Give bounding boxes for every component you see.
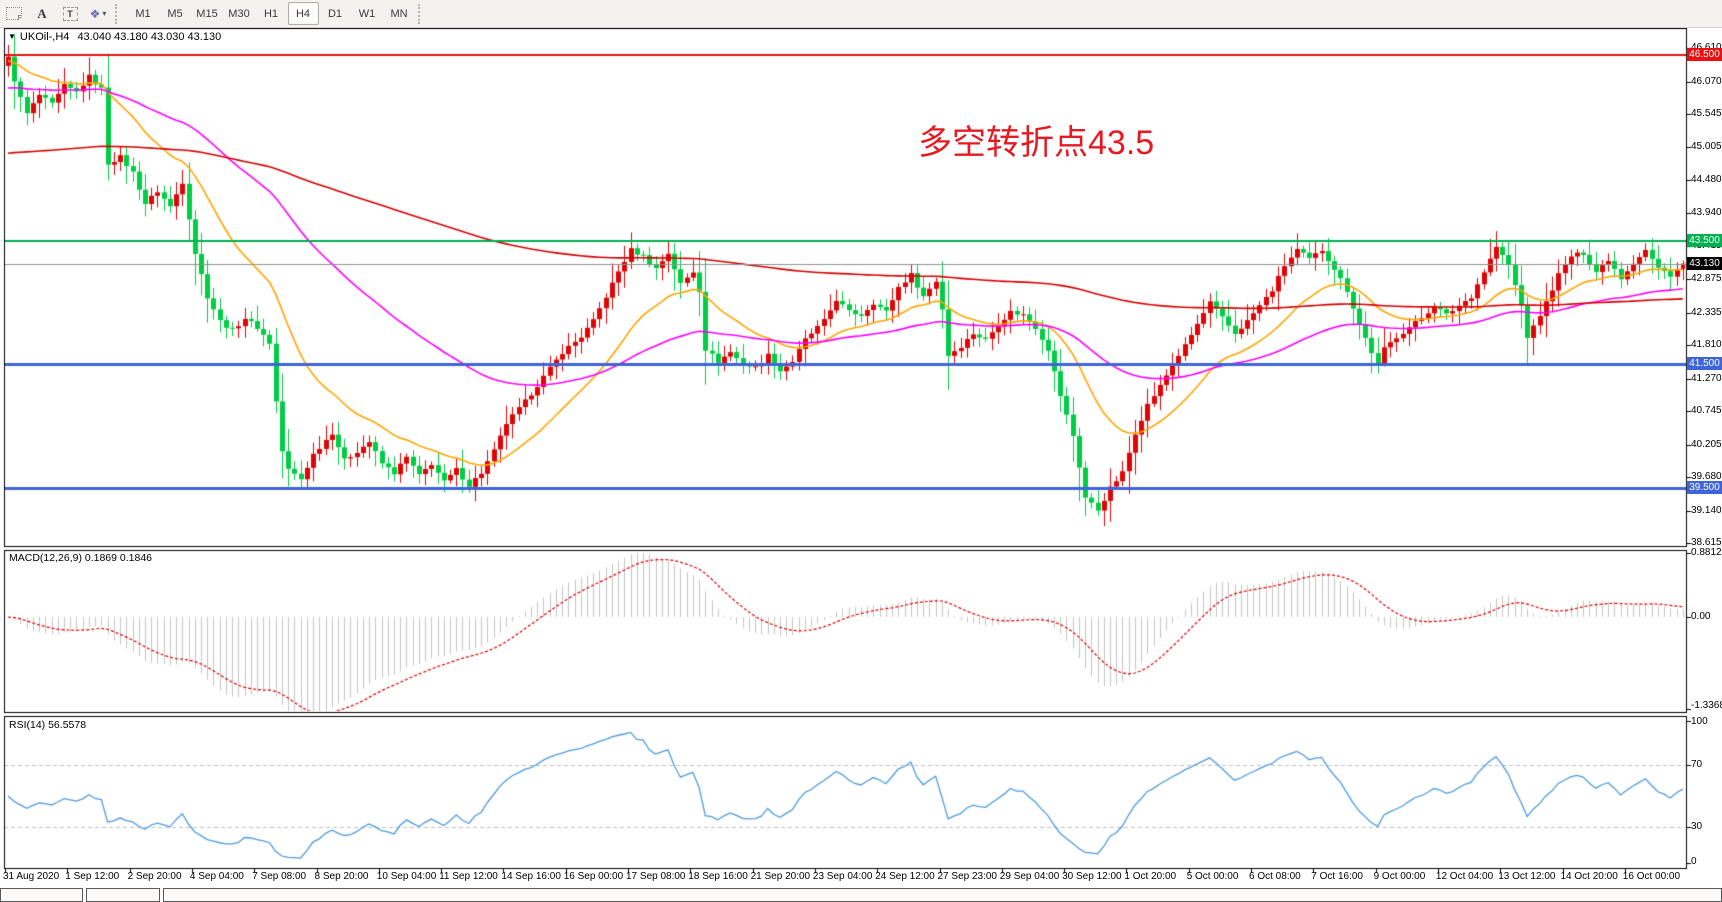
- timeframe-bar: M1 M5 M15 M30 H1 H4 D1 W1 MN: [127, 2, 415, 25]
- time-axis-label: 17 Sep 08:00: [626, 871, 686, 882]
- timeframe-button-h4[interactable]: H4: [287, 2, 319, 25]
- text-tool-button[interactable]: A: [29, 2, 55, 26]
- chart-shift-button[interactable]: F: [1, 2, 27, 26]
- label-tool-button[interactable]: T: [57, 2, 83, 26]
- time-axis-label: 16 Oct 00:00: [1622, 871, 1681, 882]
- time-axis-label: 31 Aug 2020: [3, 871, 60, 882]
- price-axis-tick-label: 45.005: [1691, 141, 1722, 153]
- price-axis-tick-label: 45.545: [1691, 108, 1722, 120]
- chart-tab[interactable]: [163, 888, 1722, 902]
- time-axis-label: 29 Sep 04:00: [999, 871, 1060, 882]
- macd-axis-tick-label: 0.8812: [1691, 547, 1722, 559]
- time-axis-label: 21 Sep 20:00: [750, 871, 811, 882]
- time-axis-label: 16 Sep 00:00: [563, 871, 624, 882]
- price-axis-tick-label: 42.335: [1691, 306, 1722, 318]
- toolbar-gripper[interactable]: [115, 3, 123, 24]
- symbol-period-label: UKOil-,H4: [19, 31, 70, 43]
- macd-indicator-label: MACD(12,26,9) 0.1869 0.1846: [9, 552, 153, 564]
- timeframe-button-d1[interactable]: D1: [327, 7, 343, 20]
- price-axis-tick-label: 46.610: [1691, 42, 1722, 54]
- price-axis-tick-label: 44.480: [1691, 173, 1722, 185]
- timeframe-button-m1[interactable]: M1: [135, 7, 151, 20]
- chart-shift-icon: F: [6, 7, 22, 22]
- time-axis-label: 30 Sep 12:00: [1062, 871, 1122, 882]
- macd-axis-tick-label: -1.3368: [1691, 700, 1722, 711]
- time-axis-label: 13 Oct 12:00: [1498, 871, 1556, 882]
- timeframe-button-h1[interactable]: H1: [263, 7, 279, 20]
- price-axis-tick-label: 41.270: [1691, 372, 1722, 384]
- time-axis-label: 4 Sep 04:00: [189, 871, 244, 882]
- time-axis-label: 7 Sep 08:00: [252, 871, 307, 882]
- timeframe-button-mn[interactable]: MN: [390, 7, 408, 20]
- rsi-indicator-label: RSI(14) 56.5578: [9, 719, 87, 731]
- timeframe-button-m5[interactable]: M5: [167, 7, 183, 20]
- time-axis-label: 5 Oct 00:00: [1186, 871, 1239, 882]
- collapse-triangle-icon[interactable]: ▼: [8, 32, 16, 41]
- time-axis-label: 27 Sep 23:00: [937, 871, 998, 882]
- rsi-axis-tick-label: 0: [1691, 856, 1697, 867]
- chart-canvas[interactable]: [0, 28, 1722, 888]
- text-tool-icon: A: [37, 5, 47, 21]
- time-axis-label: 18 Sep 16:00: [688, 871, 748, 882]
- price-axis-tick-label: 46.070: [1691, 75, 1722, 87]
- chart-tab[interactable]: [0, 888, 83, 902]
- label-tool-icon: T: [62, 6, 78, 21]
- ohlc-values: 43.040 43.180 43.030 43.130: [77, 31, 222, 43]
- time-axis-label: 6 Oct 08:00: [1249, 871, 1301, 882]
- price-axis-tick-label: 39.140: [1691, 504, 1722, 516]
- chart-tab[interactable]: [86, 888, 160, 902]
- arrow-objects-button[interactable]: ❖ ▾: [85, 2, 111, 26]
- price-axis-tick-label: 41.810: [1691, 339, 1722, 351]
- time-axis-label: 1 Sep 12:00: [65, 871, 120, 882]
- time-axis-label: 10 Sep 04:00: [376, 871, 437, 882]
- timeframe-button-w1[interactable]: W1: [358, 7, 376, 20]
- time-axis-label: 1 Oct 20:00: [1124, 871, 1177, 882]
- chevron-down-icon: ▾: [102, 9, 107, 18]
- price-axis-tick-label: 40.205: [1691, 438, 1722, 450]
- price-level-badge: 41.500: [1687, 357, 1722, 371]
- price-level-badge: 43.130: [1687, 256, 1722, 270]
- price-axis-tick-label: 40.745: [1691, 405, 1722, 417]
- chart-annotation-text[interactable]: 多空转折点43.5: [918, 124, 1155, 162]
- time-axis-label: 24 Sep 12:00: [875, 871, 935, 882]
- price-axis-tick-label: 43.940: [1691, 207, 1722, 219]
- price-level-badge: 39.500: [1687, 481, 1722, 495]
- timeframe-button-m30[interactable]: M30: [228, 7, 250, 20]
- price-axis-tick-label: 42.875: [1691, 273, 1722, 285]
- time-axis-label: 9 Oct 00:00: [1373, 871, 1426, 882]
- macd-axis-tick-label: 0.00: [1691, 611, 1711, 622]
- time-axis-label: 2 Sep 20:00: [127, 871, 182, 882]
- price-level-badge: 46.500: [1687, 47, 1722, 61]
- arrow-objects-icon: ❖: [89, 6, 101, 21]
- time-axis-label: 14 Sep 16:00: [501, 871, 561, 882]
- toolbar-gripper[interactable]: [418, 3, 426, 24]
- time-axis-label: 11 Sep 12:00: [439, 871, 498, 882]
- top-toolbar: F A T ❖ ▾ M1 M5 M15 M30 H1 H4 D1 W1 MN: [0, 0, 1722, 28]
- time-axis-label: 8 Sep 20:00: [314, 871, 369, 882]
- timeframe-button-m15[interactable]: M15: [196, 7, 218, 20]
- rsi-axis-tick-label: 30: [1691, 821, 1703, 832]
- time-axis-label: 14 Oct 20:00: [1560, 871, 1618, 882]
- time-axis-label: 7 Oct 16:00: [1311, 871, 1363, 882]
- price-axis-tick-label: 38.615: [1691, 537, 1722, 549]
- rsi-axis-tick-label: 70: [1691, 759, 1703, 770]
- chart-title: ▼ UKOil-,H4 43.040 43.180 43.030 43.130: [8, 31, 221, 43]
- time-axis-label: 12 Oct 04:00: [1435, 871, 1494, 882]
- price-level-badge: 43.500: [1687, 233, 1722, 247]
- price-axis-tick-label: 39.680: [1691, 471, 1722, 483]
- time-axis-label: 23 Sep 04:00: [812, 871, 873, 882]
- rsi-axis-tick-label: 100: [1691, 716, 1708, 727]
